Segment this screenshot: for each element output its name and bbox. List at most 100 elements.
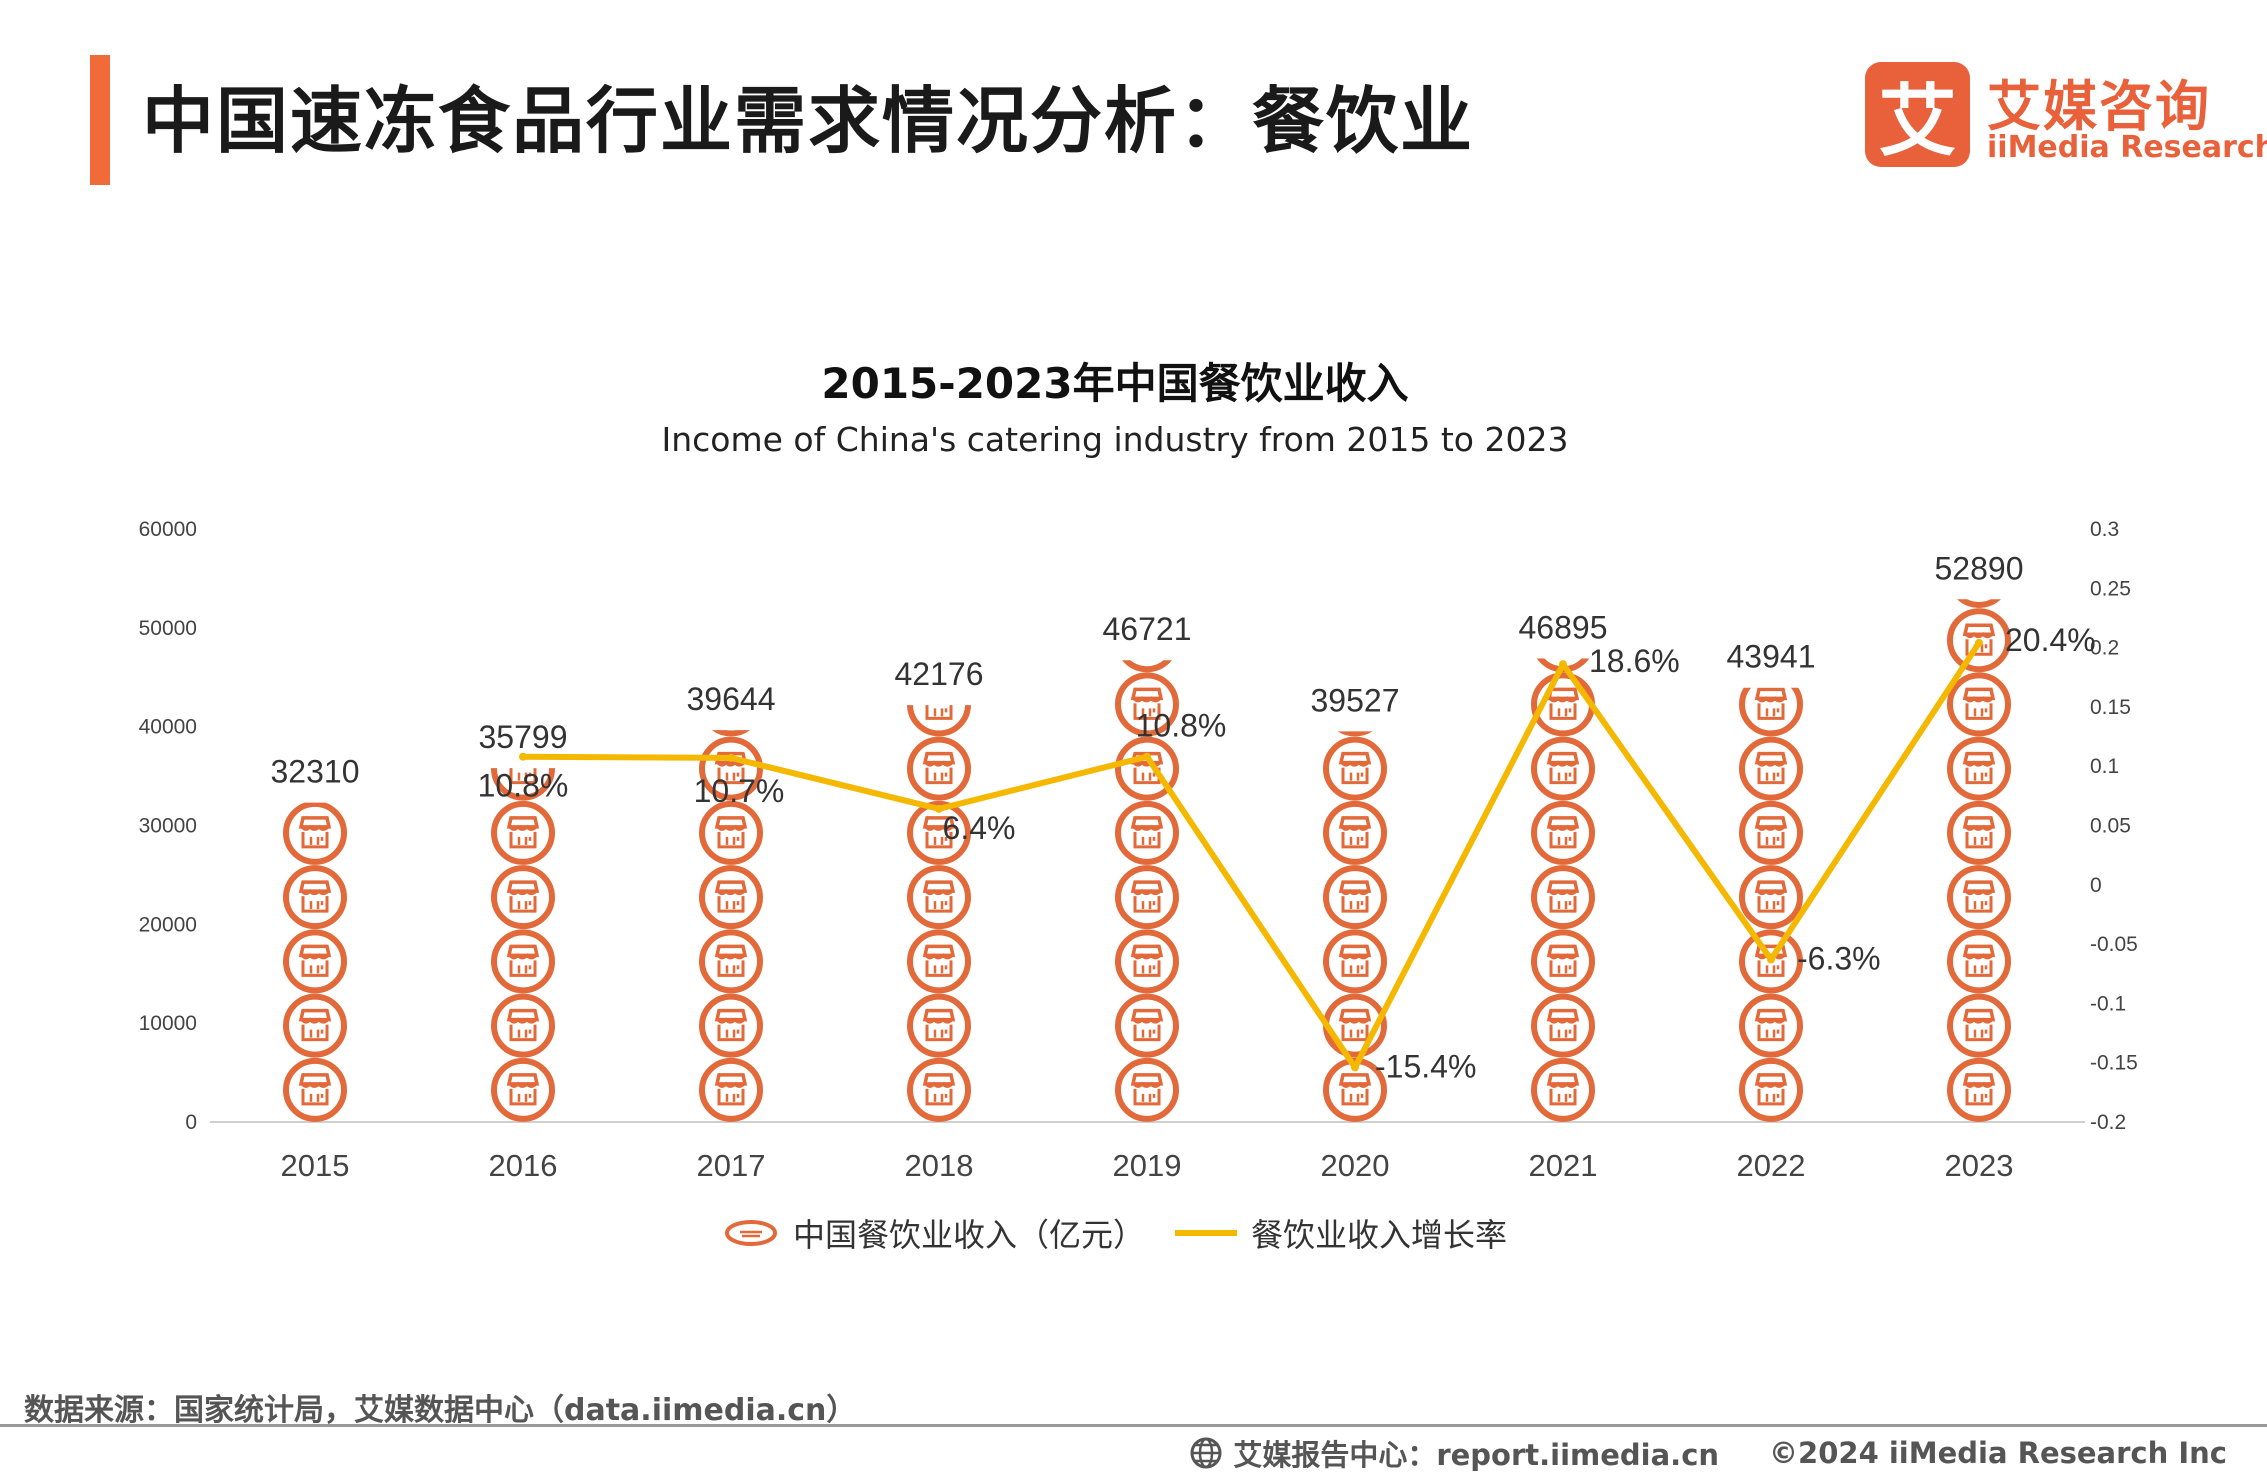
y-right-tick-label: -0.15 [2090,1052,2138,1075]
y-right-tick-label: 0.2 [2090,637,2119,660]
shop-icon [1742,868,1800,926]
shop-icon [494,1061,552,1119]
growth-rate-line [522,641,1982,1071]
shop-icon [1742,675,1800,733]
shop-icon [1534,997,1592,1055]
growth-rate-point [1351,1063,1359,1072]
growth-rate-point [519,752,527,761]
logo-cn: 艾媒咨询 [1987,75,2211,138]
y-right-tick-label: 0 [2090,874,2102,897]
x-tick-label: 2018 [905,1148,974,1183]
shop-icon [1534,1061,1592,1119]
shop-icon [1742,997,1800,1055]
shop-icon [286,1061,344,1119]
shop-icon [286,932,344,990]
title-accent-bar [90,55,110,185]
shop-icon [494,804,552,862]
footer-report-link[interactable]: 艾媒报告中心：report.iimedia.cn [1233,1438,1720,1472]
bar-2017 [702,675,760,1118]
shop-icon [1950,1061,2008,1119]
shop-icon [702,997,760,1055]
page-title: 中国速冻食品行业需求情况分析：餐饮业 [142,79,1475,163]
shop-icon [910,1061,968,1119]
shop-icon [1534,804,1592,862]
shop-icon [1950,740,2008,798]
bar-2022 [1742,675,1800,1118]
y-right-tick-label: -0.1 [2090,992,2126,1015]
y-right-tick-label: 0.15 [2090,696,2131,719]
bar-2021 [1534,611,1592,1119]
legend-label-income: 中国餐饮业收入（亿元） [792,1216,1145,1254]
bar-2019 [1118,611,1176,1119]
growth-rate-label: 10.7% [694,773,785,809]
footer: 艾媒报告中心：report.iimedia.cn ©2024 iiMedia R… [1189,1432,2227,1474]
growth-rate-label: 18.6% [1589,643,1680,679]
shop-icon [910,740,968,798]
bar-value-label: 39527 [1311,682,1400,718]
iimedia-logo: 艾 艾媒咨询 iiMedia Research [1865,62,2267,170]
x-tick-label: 2019 [1113,1148,1182,1183]
y-left-tick-label: 30000 [139,815,197,838]
growth-rate-label: -15.4% [1375,1048,1476,1084]
shop-icon [1534,740,1592,798]
y-left-tick-label: 60000 [139,518,197,541]
bar-value-label: 42176 [895,656,984,692]
shop-icon [702,932,760,990]
y-left-tick-label: 50000 [139,617,197,640]
shop-icon [702,868,760,926]
shop-icon [286,997,344,1055]
footer-copyright: ©2024 iiMedia Research Inc [1769,1436,2227,1470]
x-tick-label: 2023 [1945,1148,2014,1183]
bar-value-label: 35799 [479,719,568,755]
shop-icon [1950,868,2008,926]
y-right-tick-label: 0.25 [2090,577,2131,600]
shop-icon [1326,740,1384,798]
shop-icon [702,1061,760,1119]
x-tick-label: 2022 [1737,1148,1806,1183]
shop-icon [1326,932,1384,990]
shop-icon [1950,997,2008,1055]
x-tick-label: 2017 [697,1148,766,1183]
x-tick-label: 2021 [1529,1148,1598,1183]
y-left-tick-label: 0 [185,1111,197,1134]
logo-mark: 艾 [1865,62,1970,167]
growth-rate-point [1975,638,1983,647]
shop-icon [910,868,968,926]
bar-value-label: 32310 [271,754,360,790]
globe-icon [1190,1437,1222,1469]
growth-rate-point [1559,660,1567,669]
chart-subtitle: Income of China's catering industry from… [661,420,1569,459]
growth-rate-label: 6.4% [943,810,1016,846]
shop-icon [286,804,344,862]
shop-icon [1950,804,2008,862]
growth-rate-label: 10.8% [1136,708,1227,744]
chart-title: 2015-2023年中国餐饮业收入 [821,359,1409,408]
legend-item-income: 中国餐饮业收入（亿元） [723,1210,1145,1256]
y-left-tick-label: 40000 [139,716,197,739]
bar-value-label: 46895 [1519,610,1608,646]
x-tick-label: 2016 [489,1148,558,1183]
bar-value-label: 39644 [687,681,776,717]
shop-icon [1950,675,2008,733]
bar-2023 [1950,547,2008,1119]
y-right-tick-label: 0.3 [2090,518,2119,541]
shop-icon [702,804,760,862]
shop-icon [494,997,552,1055]
shop-icon [1742,804,1800,862]
y-left-tick-label: 10000 [139,1012,197,1035]
y-right-tick-label: -0.05 [2090,933,2138,956]
growth-rate-label: 20.4% [2005,622,2096,658]
legend-label-growth: 餐饮业收入增长率 [1251,1216,1508,1254]
chart-canvas: 0100002000030000400005000060000-0.2-0.15… [139,518,2138,1183]
x-tick-label: 2015 [281,1148,350,1183]
shop-icon [494,868,552,926]
growth-rate-point [935,804,943,813]
x-tick-label: 2020 [1321,1148,1390,1183]
shop-icon [1742,1061,1800,1119]
bar-value-label: 43941 [1727,639,1816,675]
footer-divider [0,1424,2267,1427]
shop-icon [1118,997,1176,1055]
chart-legend: 中国餐饮业收入（亿元） 餐饮业收入增长率 [0,1210,2230,1256]
y-right-tick-label: -0.2 [2090,1111,2126,1134]
shop-icon [494,932,552,990]
